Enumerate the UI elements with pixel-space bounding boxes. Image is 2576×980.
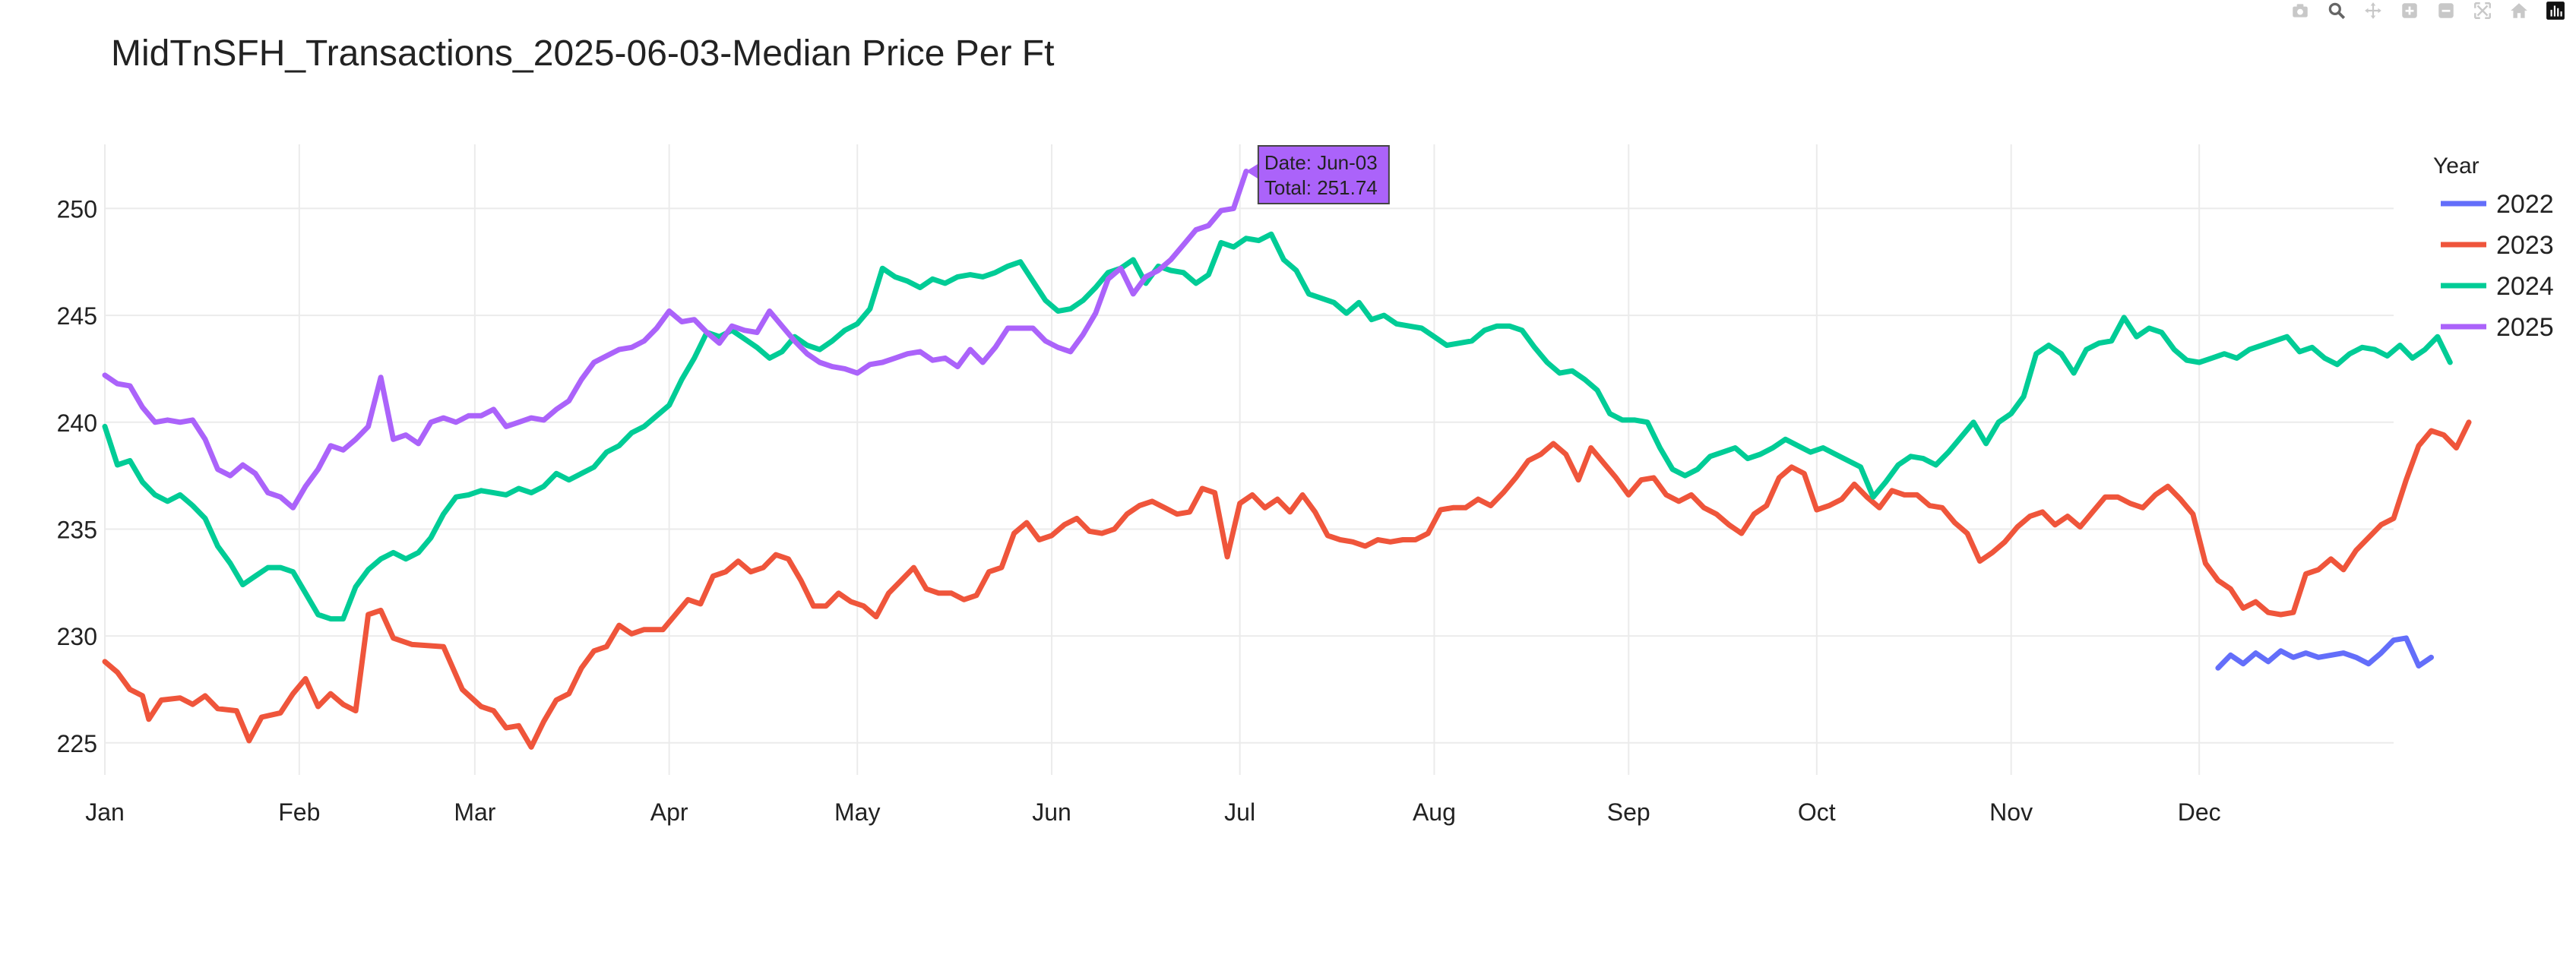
x-tick-label: Aug xyxy=(1413,798,1456,826)
legend-item-2023[interactable]: 2023 xyxy=(2441,231,2554,260)
x-tick-label: Jul xyxy=(1224,798,1255,826)
legend-item-2024[interactable]: 2024 xyxy=(2441,272,2554,301)
legend-item-2025[interactable]: 2025 xyxy=(2441,313,2554,342)
pan-icon[interactable] xyxy=(2360,0,2386,21)
chart-grid xyxy=(104,144,2394,775)
zoom-out-icon[interactable] xyxy=(2433,0,2459,21)
zoom-in-icon[interactable] xyxy=(2397,0,2423,21)
plotly-logo-icon[interactable] xyxy=(2543,0,2568,21)
legend-title: Year xyxy=(2433,153,2479,179)
x-tick-label: Oct xyxy=(1798,798,1836,826)
series-line-2023[interactable] xyxy=(102,419,2472,750)
x-tick-label: Feb xyxy=(278,798,320,826)
legend-label: 2023 xyxy=(2496,231,2554,260)
y-tick-label: 245 xyxy=(57,302,97,330)
tooltip-total: Total: 251.74 xyxy=(1264,176,1378,199)
autoscale-icon[interactable] xyxy=(2470,0,2495,21)
y-tick-label: 230 xyxy=(57,623,97,650)
tooltip-box xyxy=(1257,145,1390,204)
x-tick-label: Nov xyxy=(1989,798,2033,826)
hover-tooltip: Date: Jun-03 Total: 251.74 xyxy=(1245,145,1390,204)
series-line-2025[interactable] xyxy=(102,169,1249,511)
y-tick-label: 240 xyxy=(57,409,97,437)
tooltip-date: Date: Jun-03 xyxy=(1264,151,1378,174)
x-tick-label: Mar xyxy=(454,798,495,826)
legend-label: 2022 xyxy=(2496,190,2554,219)
x-tick-label: Apr xyxy=(650,798,688,826)
y-tick-label: 235 xyxy=(57,516,97,543)
series-layer xyxy=(102,169,2472,750)
y-axis: 225 230 235 240 245 250 xyxy=(57,195,97,757)
modebar xyxy=(2287,0,2576,23)
x-tick-label: Sep xyxy=(1607,798,1650,826)
series-line-2024[interactable] xyxy=(102,231,2453,622)
camera-icon[interactable] xyxy=(2287,0,2313,21)
legend-item-2022[interactable]: 2022 xyxy=(2441,190,2554,219)
x-tick-label: May xyxy=(834,798,880,826)
series-line-2022[interactable] xyxy=(2215,635,2434,671)
legend-label: 2025 xyxy=(2496,313,2554,342)
x-tick-label: Jun xyxy=(1032,798,1071,826)
home-icon[interactable] xyxy=(2506,0,2532,21)
chart-title: MidTnSFH_Transactions_2025-06-03-Median … xyxy=(111,33,1054,74)
zoom-icon[interactable] xyxy=(2324,0,2350,21)
x-tick-label: Jan xyxy=(85,798,125,826)
y-tick-label: 250 xyxy=(57,195,97,223)
x-axis: Jan Feb Mar Apr May Jun Jul Aug Sep Oct Nov Dec xyxy=(85,798,2220,826)
legend-label: 2024 xyxy=(2496,272,2554,301)
y-tick-label: 225 xyxy=(57,730,97,757)
tooltip-arrow xyxy=(1245,163,1258,179)
legend[interactable]: Year 2022 2023 2024 2025 xyxy=(2433,153,2554,342)
x-tick-label: Dec xyxy=(2178,798,2221,826)
